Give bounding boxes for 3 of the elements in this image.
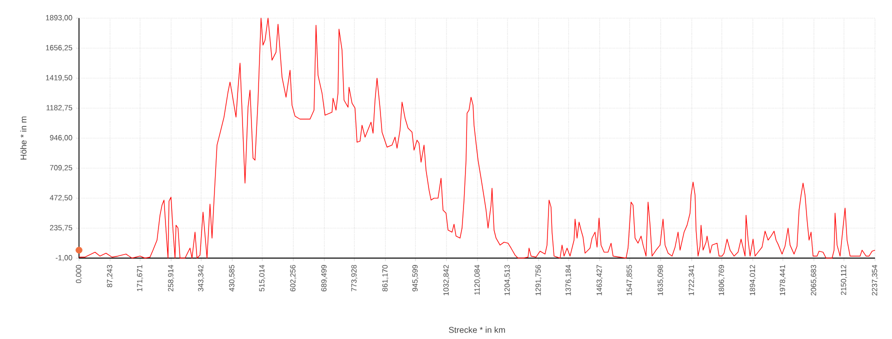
y-axis-title: Höhe * in m [20, 116, 26, 160]
line-series [78, 18, 876, 258]
x-axis-title: Strecke * in km [448, 326, 505, 333]
